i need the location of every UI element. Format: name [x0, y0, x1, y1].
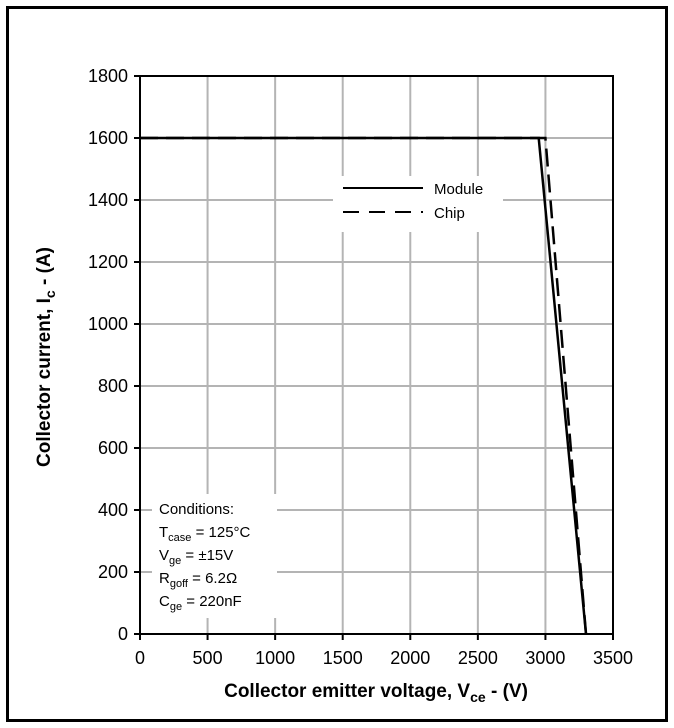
tick-labels: 0 500 1000 1500 2000 2500 3000 3500 0 200 400 600 80… — [88, 66, 633, 668]
y-tick-label-0: 0 — [118, 624, 128, 644]
x-tick-label-0: 0 — [135, 648, 145, 668]
y-tick-label-1600: 1600 — [88, 128, 128, 148]
x-tick-label-1000: 1000 — [255, 648, 295, 668]
condition-cge: Cge = 220nF — [159, 593, 242, 613]
x-axis-label: Collector emitter voltage, Vce - (V) — [224, 681, 528, 705]
y-axis-label: Collector current, Ic - (A) — [34, 247, 58, 467]
x-tick-label-1500: 1500 — [323, 648, 363, 668]
condition-tcase: Tcase = 125°C — [159, 524, 251, 544]
y-tick-label-600: 600 — [98, 438, 128, 458]
y-tick-label-1000: 1000 — [88, 314, 128, 334]
conditions-background — [152, 494, 277, 618]
legend: Module Chip — [333, 176, 503, 232]
y-tick-label-800: 800 — [98, 376, 128, 396]
series-line-chip — [140, 136, 588, 635]
x-tick-label-2500: 2500 — [458, 648, 498, 668]
plot-area — [139, 75, 614, 635]
legend-background — [333, 176, 503, 232]
condition-vge: Vge = ±15V — [159, 547, 233, 567]
y-tick-label-1200: 1200 — [88, 252, 128, 272]
x-tick-label-2000: 2000 — [390, 648, 430, 668]
conditions-title: Conditions: — [159, 501, 234, 518]
series-group — [140, 136, 588, 635]
y-tick-label-400: 400 — [98, 500, 128, 520]
y-tick-label-1400: 1400 — [88, 190, 128, 210]
x-tick-label-3000: 3000 — [525, 648, 565, 668]
conditions-box: Conditions: Tcase = 125°C Vge = ±15V Rgo… — [152, 494, 277, 618]
x-tick-label-3500: 3500 — [593, 648, 633, 668]
condition-rgoff: Rgoff = 6.2Ω — [159, 570, 237, 590]
y-tick-label-1800: 1800 — [88, 66, 128, 86]
chart-frame — [6, 6, 668, 722]
y-tick-label-200: 200 — [98, 562, 128, 582]
x-tick-label-500: 500 — [193, 648, 223, 668]
legend-label-module: Module — [434, 181, 483, 198]
legend-label-chip: Chip — [434, 205, 465, 222]
